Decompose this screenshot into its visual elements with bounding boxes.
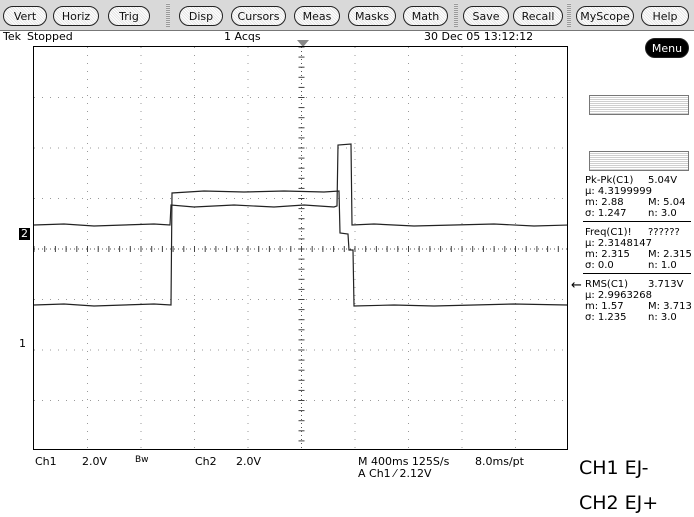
meas-sigma: σ: 1.235 bbox=[585, 312, 627, 323]
ch1-marker[interactable]: 1 bbox=[19, 337, 26, 350]
meas-max: M: 5.04 bbox=[648, 197, 686, 208]
datetime: 30 Dec 05 13:12:12 bbox=[424, 30, 534, 43]
vert-button[interactable]: Vert bbox=[3, 6, 47, 26]
cursors-button[interactable]: Cursors bbox=[231, 6, 286, 26]
measurement-rms: RMS(C1) 3.713V μ: 2.9963268 m: 1.57 M: 3.7… bbox=[585, 279, 692, 323]
menu-bar: Vert Horiz Trig Disp Cursors Meas Masks … bbox=[0, 0, 694, 31]
masks-button[interactable]: Masks bbox=[348, 6, 396, 26]
acquisition-state: Stopped bbox=[27, 30, 73, 43]
meas-min: m: 1.57 bbox=[585, 301, 624, 312]
meas-min: m: 2.88 bbox=[585, 197, 624, 208]
ch2-label: Ch2 bbox=[195, 455, 217, 468]
grid-vertical bbox=[87, 47, 516, 449]
meas-button[interactable]: Meas bbox=[294, 6, 340, 26]
bandwidth-indicator: Bw bbox=[135, 455, 149, 465]
brand-label: Tek bbox=[3, 30, 21, 43]
myscope-button[interactable]: MyScope bbox=[576, 6, 634, 26]
math-button[interactable]: Math bbox=[403, 6, 448, 26]
ch2-waveform bbox=[34, 143, 567, 227]
meas-max: M: 3.713 bbox=[648, 301, 692, 312]
ch2-scale: 2.0V bbox=[236, 455, 262, 468]
ch1-label: Ch1 bbox=[35, 455, 57, 468]
waveform-display bbox=[33, 46, 568, 450]
menu-separator bbox=[454, 3, 458, 27]
center-axes bbox=[34, 47, 567, 449]
axis-ticks bbox=[34, 47, 559, 442]
menu-separator bbox=[166, 3, 170, 27]
meas-mean: μ: 2.9963268 bbox=[585, 290, 652, 301]
trig-button[interactable]: Trig bbox=[108, 6, 150, 26]
measurement-pkpk: Pk-Pk(C1) 5.04V μ: 4.3199999 m: 2.88 M: 5.… bbox=[585, 175, 691, 219]
ch2-marker[interactable]: 2 bbox=[19, 227, 30, 240]
meas-sigma: σ: 0.0 bbox=[585, 260, 614, 271]
help-button[interactable]: Help bbox=[641, 6, 689, 26]
menu-separator bbox=[567, 3, 571, 27]
disp-button[interactable]: Disp bbox=[179, 6, 223, 26]
side-menu-slot-2[interactable] bbox=[589, 151, 689, 171]
meas-n: n: 1.0 bbox=[648, 260, 677, 271]
horiz-button[interactable]: Horiz bbox=[53, 6, 99, 26]
meas-value: 3.713V bbox=[648, 279, 684, 290]
meas-max: M: 2.315 bbox=[648, 249, 692, 260]
ch1-scale: 2.0V bbox=[82, 455, 108, 468]
meas-sigma: σ: 1.247 bbox=[585, 208, 627, 219]
recall-button[interactable]: Recall bbox=[513, 6, 563, 26]
record-resolution: 8.0ms/pt bbox=[475, 455, 524, 468]
meas-mean: μ: 4.3199999 bbox=[585, 186, 652, 197]
meas-title: Freq(C1)! bbox=[585, 227, 632, 238]
meas-n: n: 3.0 bbox=[648, 208, 677, 219]
measurement-freq: Freq(C1)!?????? μ: 2.3148147 m: 2.315 M: … bbox=[585, 227, 692, 271]
save-button[interactable]: Save bbox=[463, 6, 509, 26]
divider bbox=[583, 273, 691, 274]
acquisition-count: 1 Acqs bbox=[224, 30, 261, 43]
meas-mean: μ: 2.3148147 bbox=[585, 238, 652, 249]
meas-title: Pk-Pk(C1) bbox=[585, 175, 634, 186]
trigger-position-marker bbox=[297, 40, 309, 47]
level-arrow-icon: ← bbox=[571, 278, 582, 293]
meas-title: RMS(C1) bbox=[585, 279, 629, 290]
menu-button[interactable]: Menu bbox=[645, 38, 689, 58]
ch2-annotation: CH2 EJ+ bbox=[579, 492, 659, 514]
ch1-waveform bbox=[34, 190, 567, 307]
meas-value: 5.04V bbox=[648, 175, 678, 186]
ch1-annotation: CH1 EJ- bbox=[579, 457, 649, 479]
meas-n: n: 3.0 bbox=[648, 312, 677, 323]
timebase-readout: M 400ms 125S/s bbox=[358, 455, 450, 468]
meas-min: m: 2.315 bbox=[585, 249, 630, 260]
meas-value: ?????? bbox=[648, 227, 680, 238]
divider bbox=[583, 221, 691, 222]
trigger-readout: A Ch1 ⁄ 2.12V bbox=[358, 467, 432, 480]
waveform-graticule bbox=[34, 47, 567, 449]
side-menu-slot-1[interactable] bbox=[589, 95, 689, 115]
